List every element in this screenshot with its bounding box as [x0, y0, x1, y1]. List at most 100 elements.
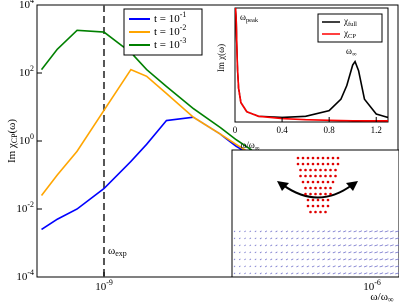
lattice-arrow	[379, 237, 384, 240]
lattice-arrow	[353, 258, 357, 261]
reference-label: ωexp	[108, 245, 127, 258]
red-dot	[321, 204, 325, 208]
red-dot	[296, 162, 300, 166]
lattice-arrow	[244, 272, 246, 275]
lattice-arrow	[301, 237, 305, 240]
lattice-arrow	[249, 272, 252, 275]
lattice-arrow	[322, 258, 326, 261]
series-line	[235, 8, 388, 122]
red-dot	[319, 168, 322, 172]
lattice-arrow	[332, 244, 336, 247]
lattice-arrow	[259, 237, 262, 240]
red-dot	[334, 168, 337, 172]
lattice-arrow	[301, 272, 305, 275]
legend-label: t = 10-1	[154, 10, 186, 25]
lattice-arrow	[374, 244, 378, 247]
lattice-arrow	[369, 265, 373, 268]
y-tick-label: 100	[19, 132, 34, 147]
lattice-arrow	[343, 272, 347, 275]
red-dot	[314, 168, 317, 172]
red-dot	[326, 198, 330, 202]
x-tick-label: 0.4	[276, 125, 288, 135]
lattice-arrow	[358, 230, 363, 233]
red-dot	[314, 210, 317, 214]
y-tick-label: 10-2	[16, 200, 34, 215]
lattice-arrow	[270, 251, 273, 254]
lattice-arrow	[369, 258, 373, 261]
lattice-arrow	[306, 272, 310, 275]
lattice-arrow	[290, 258, 294, 261]
red-dot	[314, 192, 317, 196]
illustration	[231, 149, 399, 278]
lattice-arrow	[238, 265, 241, 268]
red-dot	[329, 168, 332, 172]
red-dot	[316, 156, 320, 160]
lattice-arrow	[369, 272, 373, 275]
lattice-arrow	[343, 251, 347, 254]
red-dot	[326, 180, 330, 184]
lattice-arrow	[358, 265, 363, 268]
lattice-arrow	[301, 230, 305, 233]
lattice-arrow	[369, 244, 373, 247]
lattice-arrow	[327, 237, 331, 240]
lattice-arrow	[337, 230, 341, 233]
lattice-arrow	[395, 265, 399, 268]
lattice-arrow	[337, 237, 341, 240]
lattice-arrow	[254, 230, 257, 233]
lattice-arrow	[290, 237, 294, 240]
red-dot	[309, 210, 312, 214]
lattice-arrow	[311, 251, 315, 254]
lattice-arrow	[389, 251, 394, 254]
lattice-arrow	[337, 258, 341, 261]
lattice-arrow	[389, 230, 394, 233]
lattice-arrow	[290, 244, 294, 247]
lattice-arrow	[384, 244, 389, 247]
lattice-arrow	[244, 265, 246, 268]
lattice-arrow	[244, 237, 246, 240]
lattice-arrow	[369, 237, 373, 240]
red-dot	[304, 192, 307, 196]
lattice-arrow	[306, 237, 310, 240]
lattice-arrow	[259, 251, 262, 254]
lattice-arrow	[363, 237, 368, 240]
lattice-arrow	[369, 251, 373, 254]
lattice-arrow	[301, 244, 305, 247]
lattice-arrow	[395, 230, 399, 233]
lattice-arrow	[254, 244, 257, 247]
lattice-arrow	[374, 237, 378, 240]
lattice-arrow	[374, 258, 378, 261]
red-dot	[301, 156, 305, 160]
lattice-arrow	[327, 265, 331, 268]
lattice-arrow	[296, 244, 299, 247]
lattice-arrow	[275, 258, 278, 261]
red-dot	[306, 180, 310, 184]
inset-x-label: ω/ω∞	[241, 140, 260, 152]
red-dot	[329, 174, 332, 178]
lattice-arrow	[296, 230, 299, 233]
lattice-arrow	[306, 244, 310, 247]
red-dot	[309, 168, 312, 172]
lattice-arrow	[317, 258, 320, 261]
red-dot	[306, 156, 310, 160]
lattice-arrow	[296, 251, 299, 254]
lattice-arrow	[301, 265, 305, 268]
red-dot	[306, 162, 310, 166]
lattice-arrow	[384, 237, 389, 240]
red-dot	[299, 174, 302, 178]
red-dot	[326, 162, 330, 166]
red-dot	[321, 162, 325, 166]
lattice-arrow	[238, 230, 241, 233]
lattice-arrow	[395, 244, 399, 247]
lattice-arrow	[379, 265, 384, 268]
lattice-arrow	[301, 258, 305, 261]
annotation: ω∞	[346, 46, 357, 58]
lattice-arrow	[327, 244, 331, 247]
red-dot	[309, 174, 312, 178]
red-dot	[321, 156, 325, 160]
lattice-arrow	[358, 258, 363, 261]
lattice-arrow	[259, 265, 262, 268]
lattice-arrow	[306, 265, 310, 268]
lattice-arrow	[285, 237, 289, 240]
lattice-arrow	[311, 272, 315, 275]
